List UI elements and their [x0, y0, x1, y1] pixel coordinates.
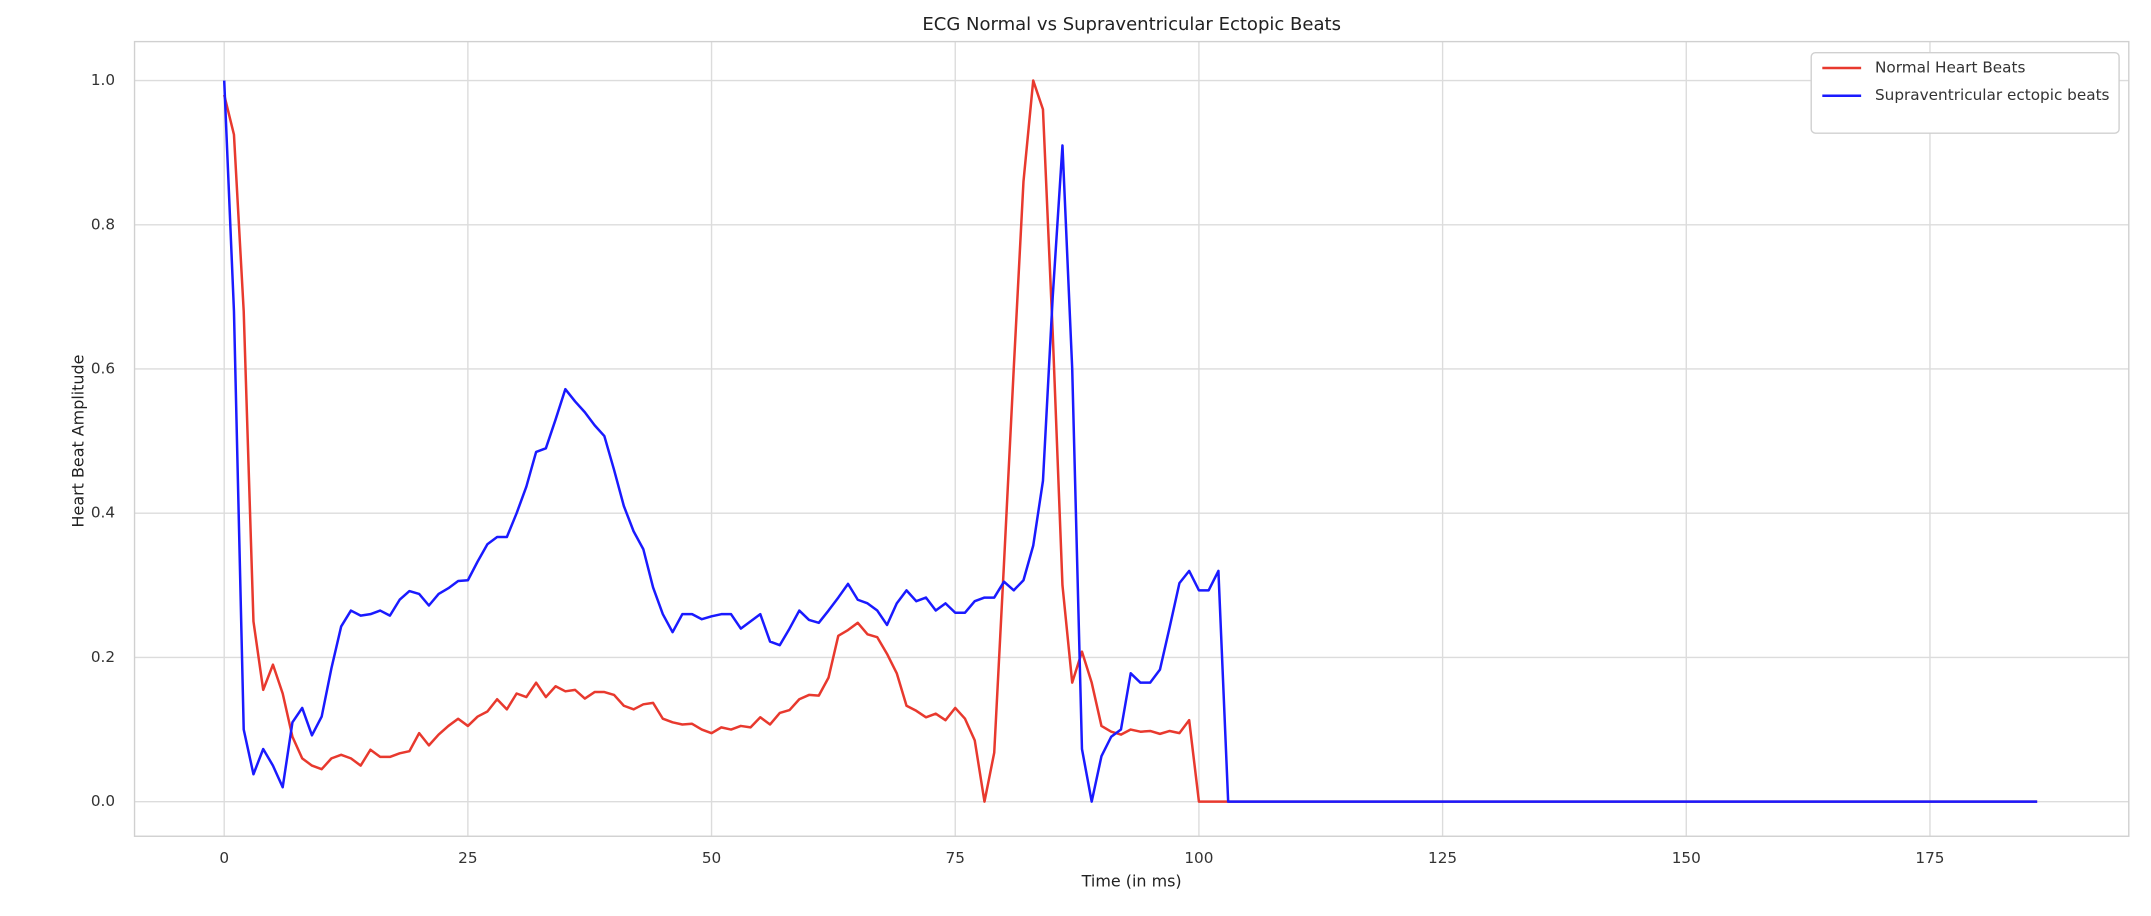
x-tick-label: 25 — [458, 849, 477, 867]
x-tick-label: 75 — [946, 849, 965, 867]
legend-label: Supraventricular ectopic beats — [1875, 86, 2110, 104]
x-tick-label: 150 — [1672, 849, 1701, 867]
chart-title: ECG Normal vs Supraventricular Ectopic B… — [922, 14, 1341, 35]
y-axis-label: Heart Beat Amplitude — [69, 355, 88, 528]
legend-label: Normal Heart Beats — [1875, 58, 2025, 76]
x-tick-label: 175 — [1915, 849, 1944, 867]
y-tick-label: 1.0 — [91, 71, 115, 89]
legend: Normal Heart Beats Supraventricular ectop… — [1810, 52, 2120, 134]
y-tick-label: 0.6 — [91, 359, 115, 377]
y-tick-label: 0.4 — [91, 504, 115, 522]
y-tick-label: 0.2 — [91, 648, 115, 666]
legend-box — [1810, 52, 2120, 134]
x-tick-label: 0 — [219, 849, 229, 867]
y-tick-label: 0.0 — [91, 792, 115, 810]
plot-frame — [133, 40, 2130, 837]
x-tick-label: 100 — [1184, 849, 1213, 867]
x-tick-label: 125 — [1428, 849, 1457, 867]
line-series — [222, 80, 2038, 803]
x-axis-label: Time (in ms) — [1081, 872, 1182, 891]
y-tick-label: 0.8 — [91, 215, 115, 233]
x-tick-label: 50 — [702, 849, 721, 867]
